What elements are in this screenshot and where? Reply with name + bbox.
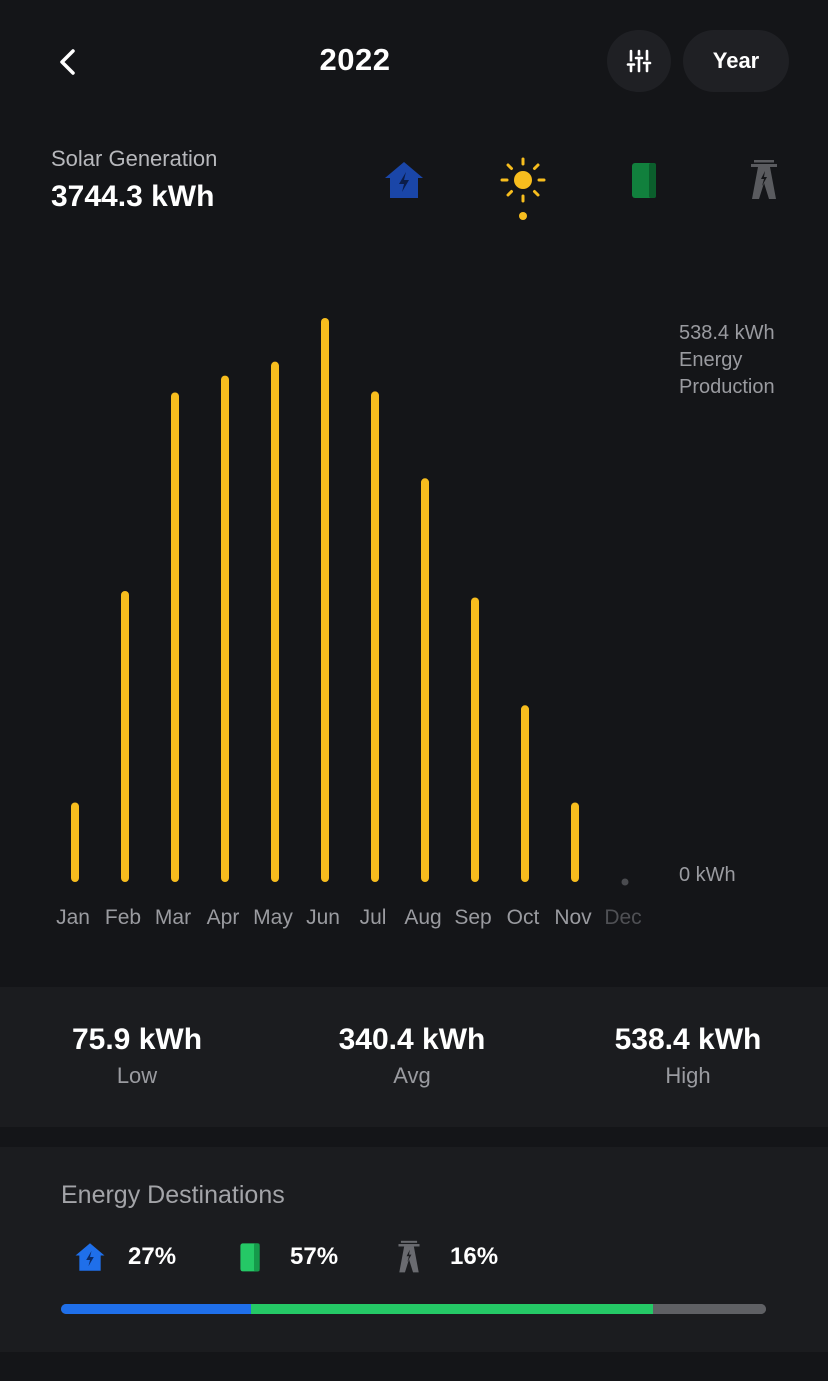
bar-apr[interactable] <box>221 375 229 882</box>
destination-home-percent: 27% <box>128 1243 177 1270</box>
grid-source-toggle[interactable] <box>740 156 788 204</box>
destination-bar-segment-0 <box>61 1304 252 1314</box>
x-tick-oct: Oct <box>507 906 540 929</box>
x-tick-jun: Jun <box>306 906 340 929</box>
battery-icon <box>240 1243 260 1272</box>
filter-button[interactable] <box>607 30 671 92</box>
bar-mar[interactable] <box>171 392 179 882</box>
destination-powerwall: 57% <box>238 1237 338 1277</box>
destination-home: 27% <box>74 1237 176 1277</box>
grid-tower-icon <box>398 1240 420 1273</box>
bar-dec[interactable] <box>621 878 629 886</box>
sun-icon <box>500 157 546 203</box>
stat-low: 75.9 kWh Low <box>27 1023 247 1089</box>
x-tick-jan: Jan <box>56 906 90 929</box>
page-title: 2022 <box>319 42 391 77</box>
stat-avg: 340.4 kWh Avg <box>302 1023 522 1089</box>
x-tick-feb: Feb <box>105 906 141 929</box>
back-button[interactable] <box>42 36 94 88</box>
stat-low-label: Low <box>116 1063 158 1088</box>
stat-high-label: High <box>665 1063 711 1088</box>
stat-avg-label: Avg <box>393 1063 431 1088</box>
destination-bar-segment-1 <box>251 1304 654 1314</box>
destination-powerwall-percent: 57% <box>290 1243 339 1270</box>
sliders-icon <box>626 49 652 73</box>
x-tick-nov: Nov <box>554 906 592 929</box>
monthly-generation-chart: Jan Feb Mar Apr May Jun Jul Aug Sep Oct Nov Dec 538… <box>0 300 828 940</box>
summary-value: 3744.3 kWh <box>51 180 215 213</box>
energy-destinations-title: Energy Destinations <box>61 1181 285 1209</box>
destinations-progress-bar <box>61 1304 766 1314</box>
x-tick-mar: Mar <box>155 906 191 929</box>
stat-low-value: 75.9 kWh <box>71 1023 203 1056</box>
bar-jan[interactable] <box>71 802 79 882</box>
x-tick-aug: Aug <box>404 906 441 929</box>
home-source-toggle[interactable] <box>380 156 428 204</box>
chevron-left-icon <box>60 49 75 75</box>
x-tick-may: May <box>253 906 293 929</box>
solar-source-toggle[interactable] <box>499 156 547 204</box>
x-tick-apr: Apr <box>207 906 240 929</box>
active-source-indicator <box>519 212 527 220</box>
x-tick-dec: Dec <box>604 906 641 929</box>
battery-icon <box>632 163 656 198</box>
destination-grid: 16% <box>396 1237 498 1277</box>
stat-high-value: 538.4 kWh <box>614 1023 762 1056</box>
bar-oct[interactable] <box>521 705 529 882</box>
y-axis-max-label: 538.4 kWh <box>679 322 775 344</box>
stat-avg-value: 340.4 kWh <box>338 1023 486 1056</box>
summary-label: Solar Generation <box>51 146 218 171</box>
stat-high: 538.4 kWh High <box>578 1023 798 1089</box>
stats-panel: 75.9 kWh Low 340.4 kWh Avg 538.4 kWh Hig… <box>0 987 828 1127</box>
home-icon <box>75 1243 105 1271</box>
x-tick-jul: Jul <box>360 906 387 929</box>
x-tick-sep: Sep <box>454 906 491 929</box>
energy-destinations-panel: Energy Destinations 27% 57% 16% <box>0 1147 828 1352</box>
bar-nov[interactable] <box>571 802 579 882</box>
destination-grid-percent: 16% <box>450 1243 499 1270</box>
bar-may[interactable] <box>271 361 279 883</box>
bar-jul[interactable] <box>371 391 379 882</box>
home-icon <box>385 162 423 198</box>
bar-jun[interactable] <box>321 318 329 882</box>
bar-feb[interactable] <box>121 590 129 882</box>
y-axis-max-group: 538.4 kWh Energy Production <box>679 320 819 401</box>
bar-aug[interactable] <box>421 478 429 882</box>
bar-sep[interactable] <box>471 597 479 882</box>
powerwall-source-toggle[interactable] <box>620 156 668 204</box>
grid-tower-icon <box>751 160 777 199</box>
period-selector-button[interactable]: Year <box>683 30 789 92</box>
destination-bar-segment-2 <box>653 1304 766 1314</box>
y-axis-caption: Energy Production <box>679 349 775 398</box>
chart-canvas: Jan Feb Mar Apr May Jun Jul Aug Sep Oct Nov Dec <box>56 318 642 929</box>
y-axis-min-label: 0 kWh <box>679 864 736 886</box>
